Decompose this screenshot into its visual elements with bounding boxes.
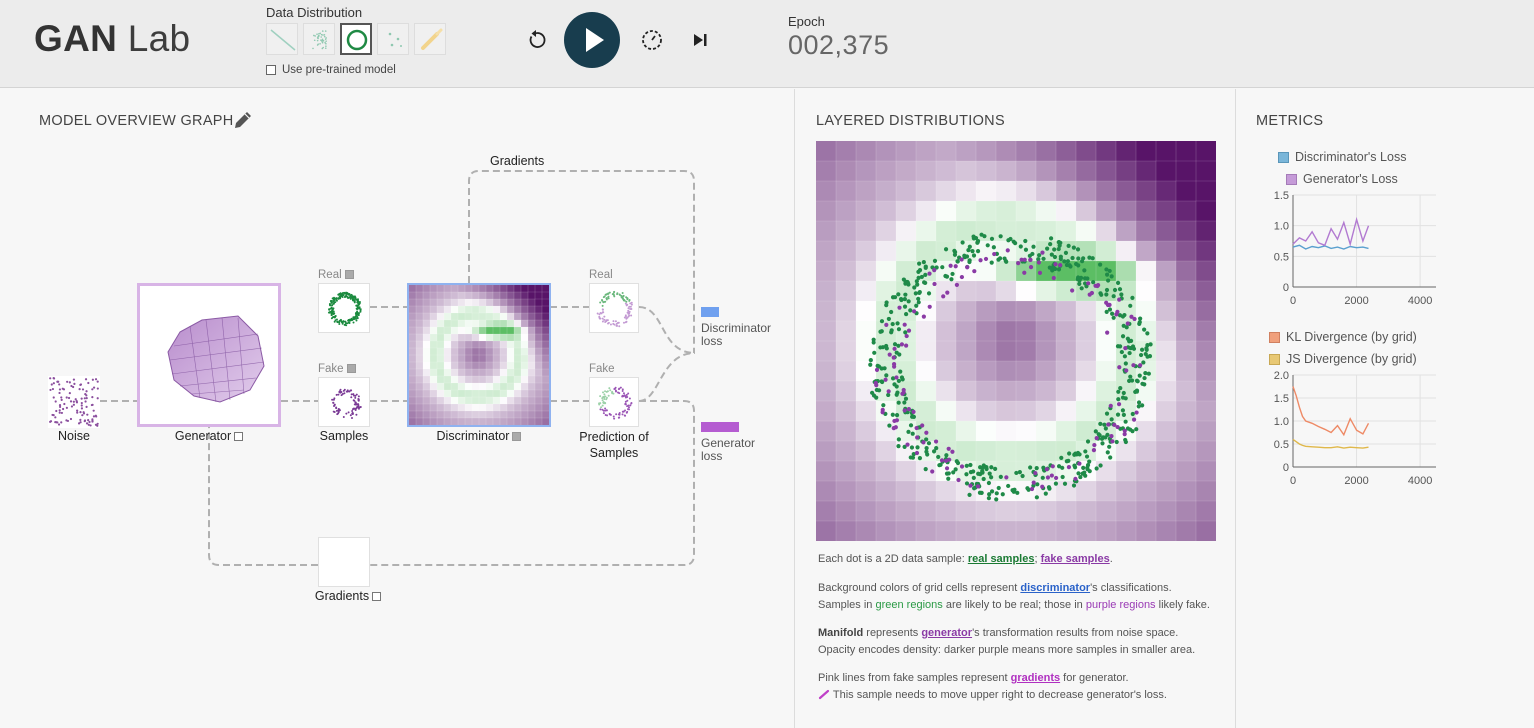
y-tick-label: 1.0 (1274, 416, 1289, 428)
x-tick-label: 2000 (1344, 475, 1368, 487)
generator-checkbox[interactable] (234, 432, 244, 442)
pretrained-model-toggle[interactable]: Use pre-trained model (266, 64, 396, 76)
y-tick-label: 0 (1283, 282, 1289, 294)
metrics-title: METRICS (1256, 113, 1324, 129)
legend-kl-divergence: KL Divergence (by grid) (1269, 330, 1417, 344)
discriminator-loss-chip (701, 307, 719, 317)
description-manifold: Manifold represents generator's transfor… (818, 627, 1196, 656)
legend-discriminator-loss: Discriminator's Loss (1278, 150, 1406, 164)
y-tick-label: 1.5 (1274, 393, 1289, 405)
pretrained-label: Use pre-trained model (282, 64, 396, 76)
divergence-chart: 0 0.5 1.0 1.5 2.0 0 2000 4000 (1274, 370, 1436, 487)
fake-small-label: Fake (318, 363, 356, 375)
prediction-real-node[interactable] (589, 283, 639, 333)
gradients-link[interactable]: gradients (1010, 672, 1061, 684)
layered-distributions-panel: LAYERED DISTRIBUTIONS Each dot is a 2D d… (794, 89, 1236, 728)
distribution-draw-button[interactable] (414, 23, 446, 55)
model-graph-connections (100, 170, 696, 566)
header: GAN Lab Data Distribution Use pre-traine… (0, 0, 1534, 88)
x-tick-label: 2000 (1344, 295, 1368, 307)
gradients-top-label: Gradients (490, 154, 545, 168)
fake-samples-node[interactable] (318, 377, 370, 427)
y-tick-label: 0.5 (1274, 439, 1289, 451)
discriminator-node[interactable] (407, 283, 551, 427)
gradients-checkbox[interactable] (372, 592, 382, 602)
model-overview-panel: MODEL OVERVIEW GRAPH (0, 89, 794, 728)
slow-motion-icon[interactable] (640, 28, 664, 52)
generator-loss-label: Generator loss (701, 436, 756, 463)
pred-real-small-label: Real (589, 269, 613, 281)
legend-generator-loss: Generator's Loss (1286, 172, 1398, 186)
layered-distribution-visualization[interactable] (816, 141, 1216, 541)
series-line-0 (1292, 386, 1370, 437)
description-gradients: Pink lines from fake samples represent g… (818, 672, 1167, 701)
distribution-dots-button[interactable] (377, 23, 409, 55)
step-forward-icon[interactable] (689, 29, 711, 51)
discriminator-checkbox[interactable] (512, 432, 522, 442)
series-line-1 (1292, 438, 1369, 449)
line-distribution-icon (270, 29, 296, 51)
generator-manifold-shape (167, 315, 265, 403)
play-button[interactable] (564, 12, 620, 68)
loss-chart: 0 0.5 1.0 1.5 0 2000 4000 (1274, 190, 1436, 307)
generator-node[interactable] (137, 283, 281, 427)
ring-distribution-icon (346, 29, 368, 51)
model-overview-title: MODEL OVERVIEW GRAPH (39, 113, 234, 129)
x-tick-label: 4000 (1408, 295, 1432, 307)
series-line-1 (1292, 216, 1370, 247)
real-samples-link[interactable]: real samples (967, 553, 1035, 565)
distribution-line-button[interactable] (266, 23, 298, 55)
y-tick-label: 1.0 (1274, 221, 1289, 233)
play-icon (586, 28, 604, 52)
generator-link[interactable]: generator (921, 627, 973, 639)
dots-distribution-icon (388, 32, 402, 47)
prediction-fake-node[interactable] (589, 377, 639, 427)
prediction-label: Prediction of Samples (579, 430, 649, 460)
discriminator-loss-label: Discriminator loss (701, 321, 772, 348)
metrics-panel: METRICS Discriminator's Loss Generator's… (1236, 89, 1534, 728)
x-tick-label: 0 (1290, 295, 1296, 307)
noise-node[interactable] (48, 376, 100, 428)
pred-fake-small-label: Fake (589, 363, 615, 375)
noise-label: Noise (58, 429, 90, 443)
real-small-label: Real (318, 269, 354, 281)
gaussian-blobs-distribution-icon (312, 30, 327, 50)
fake-samples-link[interactable]: fake samples (1040, 553, 1110, 565)
y-tick-label: 0 (1283, 462, 1289, 474)
data-distribution-label: Data Distribution (266, 5, 363, 20)
description-discriminator: Background colors of grid cells represen… (818, 582, 1210, 611)
legend-js-divergence: JS Divergence (by grid) (1269, 352, 1417, 366)
app-title: GAN Lab (34, 18, 191, 59)
discriminator-link[interactable]: discriminator (1020, 582, 1091, 594)
generator-label: Generator (137, 429, 281, 443)
discriminator-label: Discriminator (407, 429, 551, 443)
distribution-ring-button[interactable] (340, 23, 372, 55)
edit-pencil-icon[interactable] (232, 109, 254, 131)
reset-icon[interactable] (525, 28, 549, 52)
x-tick-label: 4000 (1408, 475, 1432, 487)
description-samples: Each dot is a 2D data sample: real sampl… (818, 553, 1113, 565)
gradient-arrow-icon (818, 689, 830, 700)
generator-loss-chip (701, 422, 739, 432)
fake-checkbox[interactable] (346, 364, 356, 374)
epoch-value: 002,375 (788, 30, 890, 60)
layered-distributions-title: LAYERED DISTRIBUTIONS (816, 113, 1005, 129)
y-tick-label: 2.0 (1274, 370, 1289, 382)
real-checkbox[interactable] (344, 270, 354, 280)
samples-label: Samples (319, 429, 369, 443)
distribution-gaussian-button[interactable] (303, 23, 335, 55)
x-tick-label: 0 (1290, 475, 1296, 487)
real-samples-node[interactable] (318, 283, 370, 333)
pretrained-checkbox[interactable] (266, 65, 276, 75)
gradients-bottom-label: Gradients (308, 589, 388, 603)
epoch-label: Epoch (788, 14, 825, 29)
series-line-0 (1292, 244, 1369, 250)
draw-brush-icon (421, 28, 443, 50)
gradients-node[interactable] (318, 537, 370, 587)
y-tick-label: 0.5 (1274, 251, 1289, 263)
y-tick-label: 1.5 (1274, 190, 1289, 202)
